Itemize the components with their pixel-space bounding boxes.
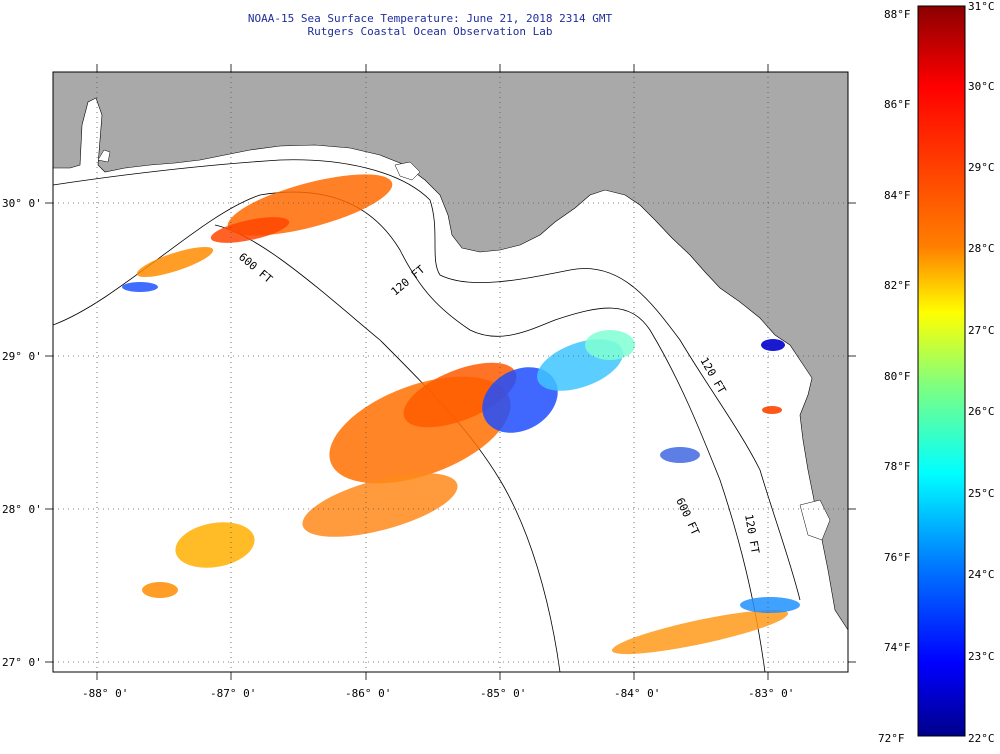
- map-subtitle: Rutgers Coastal Ocean Observation Lab: [307, 25, 553, 38]
- cb-c-29: 29°C: [968, 161, 995, 174]
- lon-label-85: -85° 0': [480, 687, 526, 700]
- lon-label-88: -88° 0': [82, 687, 128, 700]
- cb-c-26: 26°C: [968, 405, 995, 418]
- map-title: NOAA-15 Sea Surface Temperature: June 21…: [247, 12, 613, 25]
- lat-label-28: 28° 0': [2, 503, 42, 516]
- cb-f-78: 78°F: [884, 460, 911, 473]
- cb-f-74: 74°F: [884, 641, 911, 654]
- sst-data-layer: [122, 174, 800, 655]
- cb-c-31: 31°C: [968, 0, 995, 13]
- lon-label-87: -87° 0': [210, 687, 256, 700]
- lon-label-86: -86° 0': [345, 687, 391, 700]
- cb-c-28: 28°C: [968, 242, 995, 255]
- lon-label-84: -84° 0': [614, 687, 660, 700]
- cb-f-84: 84°F: [884, 189, 911, 202]
- cb-c-27: 27°C: [968, 324, 995, 337]
- cb-c-24: 24°C: [968, 568, 995, 581]
- cb-c-30: 30°C: [968, 80, 995, 93]
- map-frame: [52, 71, 849, 673]
- lon-label-83: -83° 0': [748, 687, 794, 700]
- colorbar-celsius-labels: 31°C 30°C 29°C 28°C 27°C 26°C 25°C 24°C …: [968, 0, 995, 745]
- land-mass: [53, 72, 848, 631]
- depth-contour-600ft: [53, 191, 766, 672]
- cb-c-23: 23°C: [968, 650, 995, 663]
- cb-c-25: 25°C: [968, 487, 995, 500]
- cb-f-86: 86°F: [884, 98, 911, 111]
- cb-f-72: 72°F: [878, 732, 905, 745]
- cb-f-88: 88°F: [884, 8, 911, 21]
- lat-label-30: 30° 0': [2, 197, 42, 210]
- lat-label-29: 29° 0': [2, 350, 42, 363]
- colorbar-fahrenheit-labels: 88°F 86°F 84°F 82°F 80°F 78°F 76°F 74°F …: [878, 8, 911, 745]
- lat-label-27: 27° 0': [2, 656, 42, 669]
- cb-f-80: 80°F: [884, 370, 911, 383]
- cb-f-76: 76°F: [884, 551, 911, 564]
- axis-ticks: [45, 64, 856, 680]
- cb-f-82: 82°F: [884, 279, 911, 292]
- depth-contour-120ft: [53, 159, 801, 601]
- cb-c-22: 22°C: [968, 732, 995, 745]
- colorbar: [917, 5, 966, 737]
- graticule: [53, 72, 848, 672]
- map-area: [53, 72, 848, 672]
